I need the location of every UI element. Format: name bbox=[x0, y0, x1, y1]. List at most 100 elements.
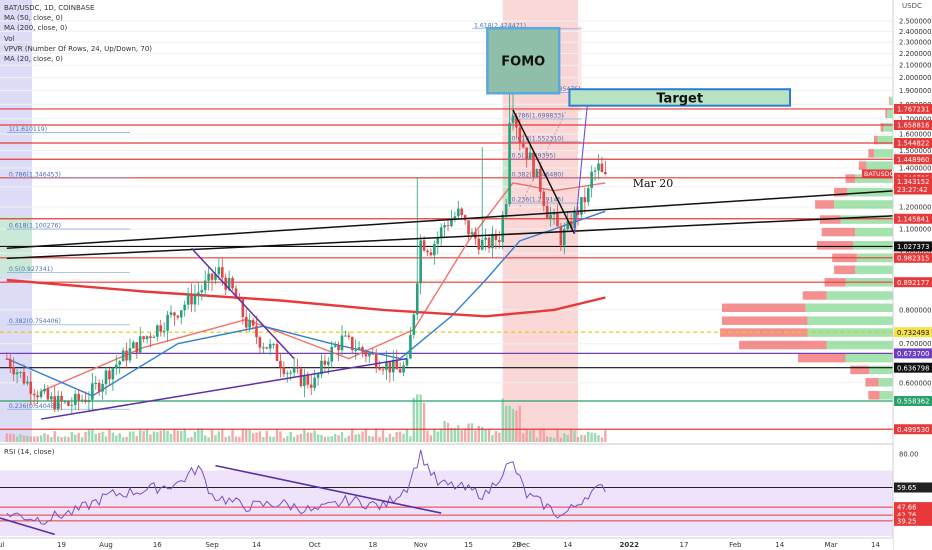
price-tick-label: 1.400000 bbox=[899, 164, 931, 172]
volume-bar bbox=[258, 431, 262, 442]
level-badge bbox=[894, 154, 932, 165]
fib-label: 1(1.885475) bbox=[542, 86, 580, 93]
candle-body bbox=[193, 294, 197, 305]
vpvr-up-bar bbox=[883, 123, 893, 132]
candle-body bbox=[39, 391, 43, 398]
candle-body bbox=[224, 277, 228, 290]
candle-body bbox=[46, 388, 50, 400]
candle-body bbox=[285, 373, 289, 375]
volume-bar bbox=[200, 428, 203, 442]
level-badge-text: 0.558362 bbox=[897, 398, 929, 406]
volume-bar bbox=[604, 430, 607, 442]
rsi-tick-label: 80.00 bbox=[899, 451, 918, 459]
volume-bar bbox=[91, 428, 94, 442]
volume-bar bbox=[508, 405, 511, 442]
volume-bar bbox=[268, 436, 272, 442]
candle-body bbox=[91, 383, 94, 400]
vpvr-down-bar bbox=[858, 161, 867, 170]
level-badge bbox=[894, 241, 932, 252]
projection-line bbox=[574, 95, 589, 234]
candle-body bbox=[350, 336, 354, 351]
candle-body bbox=[207, 273, 210, 281]
legend-vpvr: VPVR (Number Of Rows, 24, Up/Down, 70) bbox=[4, 44, 153, 53]
volume-bar bbox=[443, 420, 446, 442]
volume-bar bbox=[193, 431, 197, 442]
volume-bar bbox=[433, 428, 436, 442]
candle-body bbox=[166, 314, 169, 331]
candle-body bbox=[268, 344, 272, 349]
level-badge-text: 1.027373 bbox=[897, 243, 929, 251]
volume-bar bbox=[248, 429, 251, 442]
volume-bar bbox=[159, 430, 162, 442]
volume-bar bbox=[87, 429, 91, 442]
volume-bar bbox=[145, 429, 149, 442]
candle-body bbox=[480, 239, 484, 250]
volume-bar bbox=[125, 436, 128, 442]
volume-bar bbox=[60, 437, 63, 442]
candle-body bbox=[200, 290, 204, 293]
volume-bar bbox=[559, 437, 563, 442]
vpvr-up-bar bbox=[874, 149, 893, 158]
volume-bar bbox=[549, 436, 552, 442]
vpvr-up-bar bbox=[890, 96, 893, 106]
volume-bar bbox=[74, 434, 77, 442]
time-tick-label: 2022 bbox=[620, 541, 640, 549]
level-badge bbox=[894, 396, 932, 407]
candle-body bbox=[142, 336, 145, 340]
volume-bar bbox=[351, 428, 354, 442]
volume-bar bbox=[347, 435, 351, 442]
candle-body bbox=[316, 374, 320, 378]
legend-ma20: MA (20, close, 0) bbox=[4, 55, 63, 64]
volume-bar bbox=[139, 430, 142, 442]
vpvr-up-bar bbox=[855, 174, 893, 183]
level-badge-text: 1.448960 bbox=[897, 156, 929, 164]
volume-bar bbox=[385, 437, 388, 442]
volume-bar bbox=[357, 433, 361, 442]
volume-bar bbox=[299, 433, 303, 442]
candle-body bbox=[494, 233, 498, 241]
candle-body bbox=[186, 293, 190, 305]
volume-bar bbox=[361, 431, 364, 442]
volume-bar bbox=[525, 428, 528, 442]
vpvr-down-bar bbox=[880, 123, 884, 132]
volume-bar bbox=[484, 429, 487, 442]
volume-bar bbox=[323, 436, 327, 442]
volume-bar bbox=[340, 432, 344, 442]
volume-bar bbox=[576, 437, 580, 442]
candle-body bbox=[12, 367, 15, 375]
volume-bar bbox=[593, 433, 597, 442]
candle-body bbox=[104, 370, 108, 384]
volume-bar bbox=[532, 428, 535, 442]
vpvr-down-bar bbox=[874, 135, 878, 145]
vpvr-up-bar bbox=[853, 241, 893, 250]
candle-body bbox=[504, 204, 508, 215]
price-tick-label: 1.200000 bbox=[899, 204, 931, 212]
countdown-text: 23:27:42 bbox=[897, 186, 928, 194]
candle-body bbox=[296, 367, 299, 369]
candle-body bbox=[121, 350, 125, 362]
candle-body bbox=[70, 404, 74, 406]
volume-bar bbox=[590, 432, 593, 442]
volume-bar bbox=[405, 428, 409, 442]
volume-bar bbox=[33, 436, 36, 442]
rsi-badge bbox=[894, 502, 932, 513]
candle-body bbox=[63, 401, 67, 403]
candle-body bbox=[569, 220, 573, 229]
volume-bar bbox=[43, 433, 46, 442]
candle-body bbox=[593, 170, 597, 172]
candle-body bbox=[604, 172, 607, 175]
level-badge bbox=[894, 348, 932, 359]
candle-body bbox=[409, 334, 412, 359]
volume-bar bbox=[316, 434, 320, 442]
vpvr-down-bar bbox=[850, 365, 870, 375]
volume-bar bbox=[292, 436, 296, 442]
currency-label: USDC bbox=[902, 2, 922, 10]
volume-bar bbox=[600, 437, 604, 442]
price-tick-label: 2.000000 bbox=[899, 74, 931, 82]
candle-body bbox=[340, 335, 344, 351]
volume-bar bbox=[53, 431, 56, 442]
candle-body bbox=[484, 237, 487, 240]
candle-body bbox=[190, 293, 193, 305]
vpvr-up-bar bbox=[807, 316, 893, 325]
